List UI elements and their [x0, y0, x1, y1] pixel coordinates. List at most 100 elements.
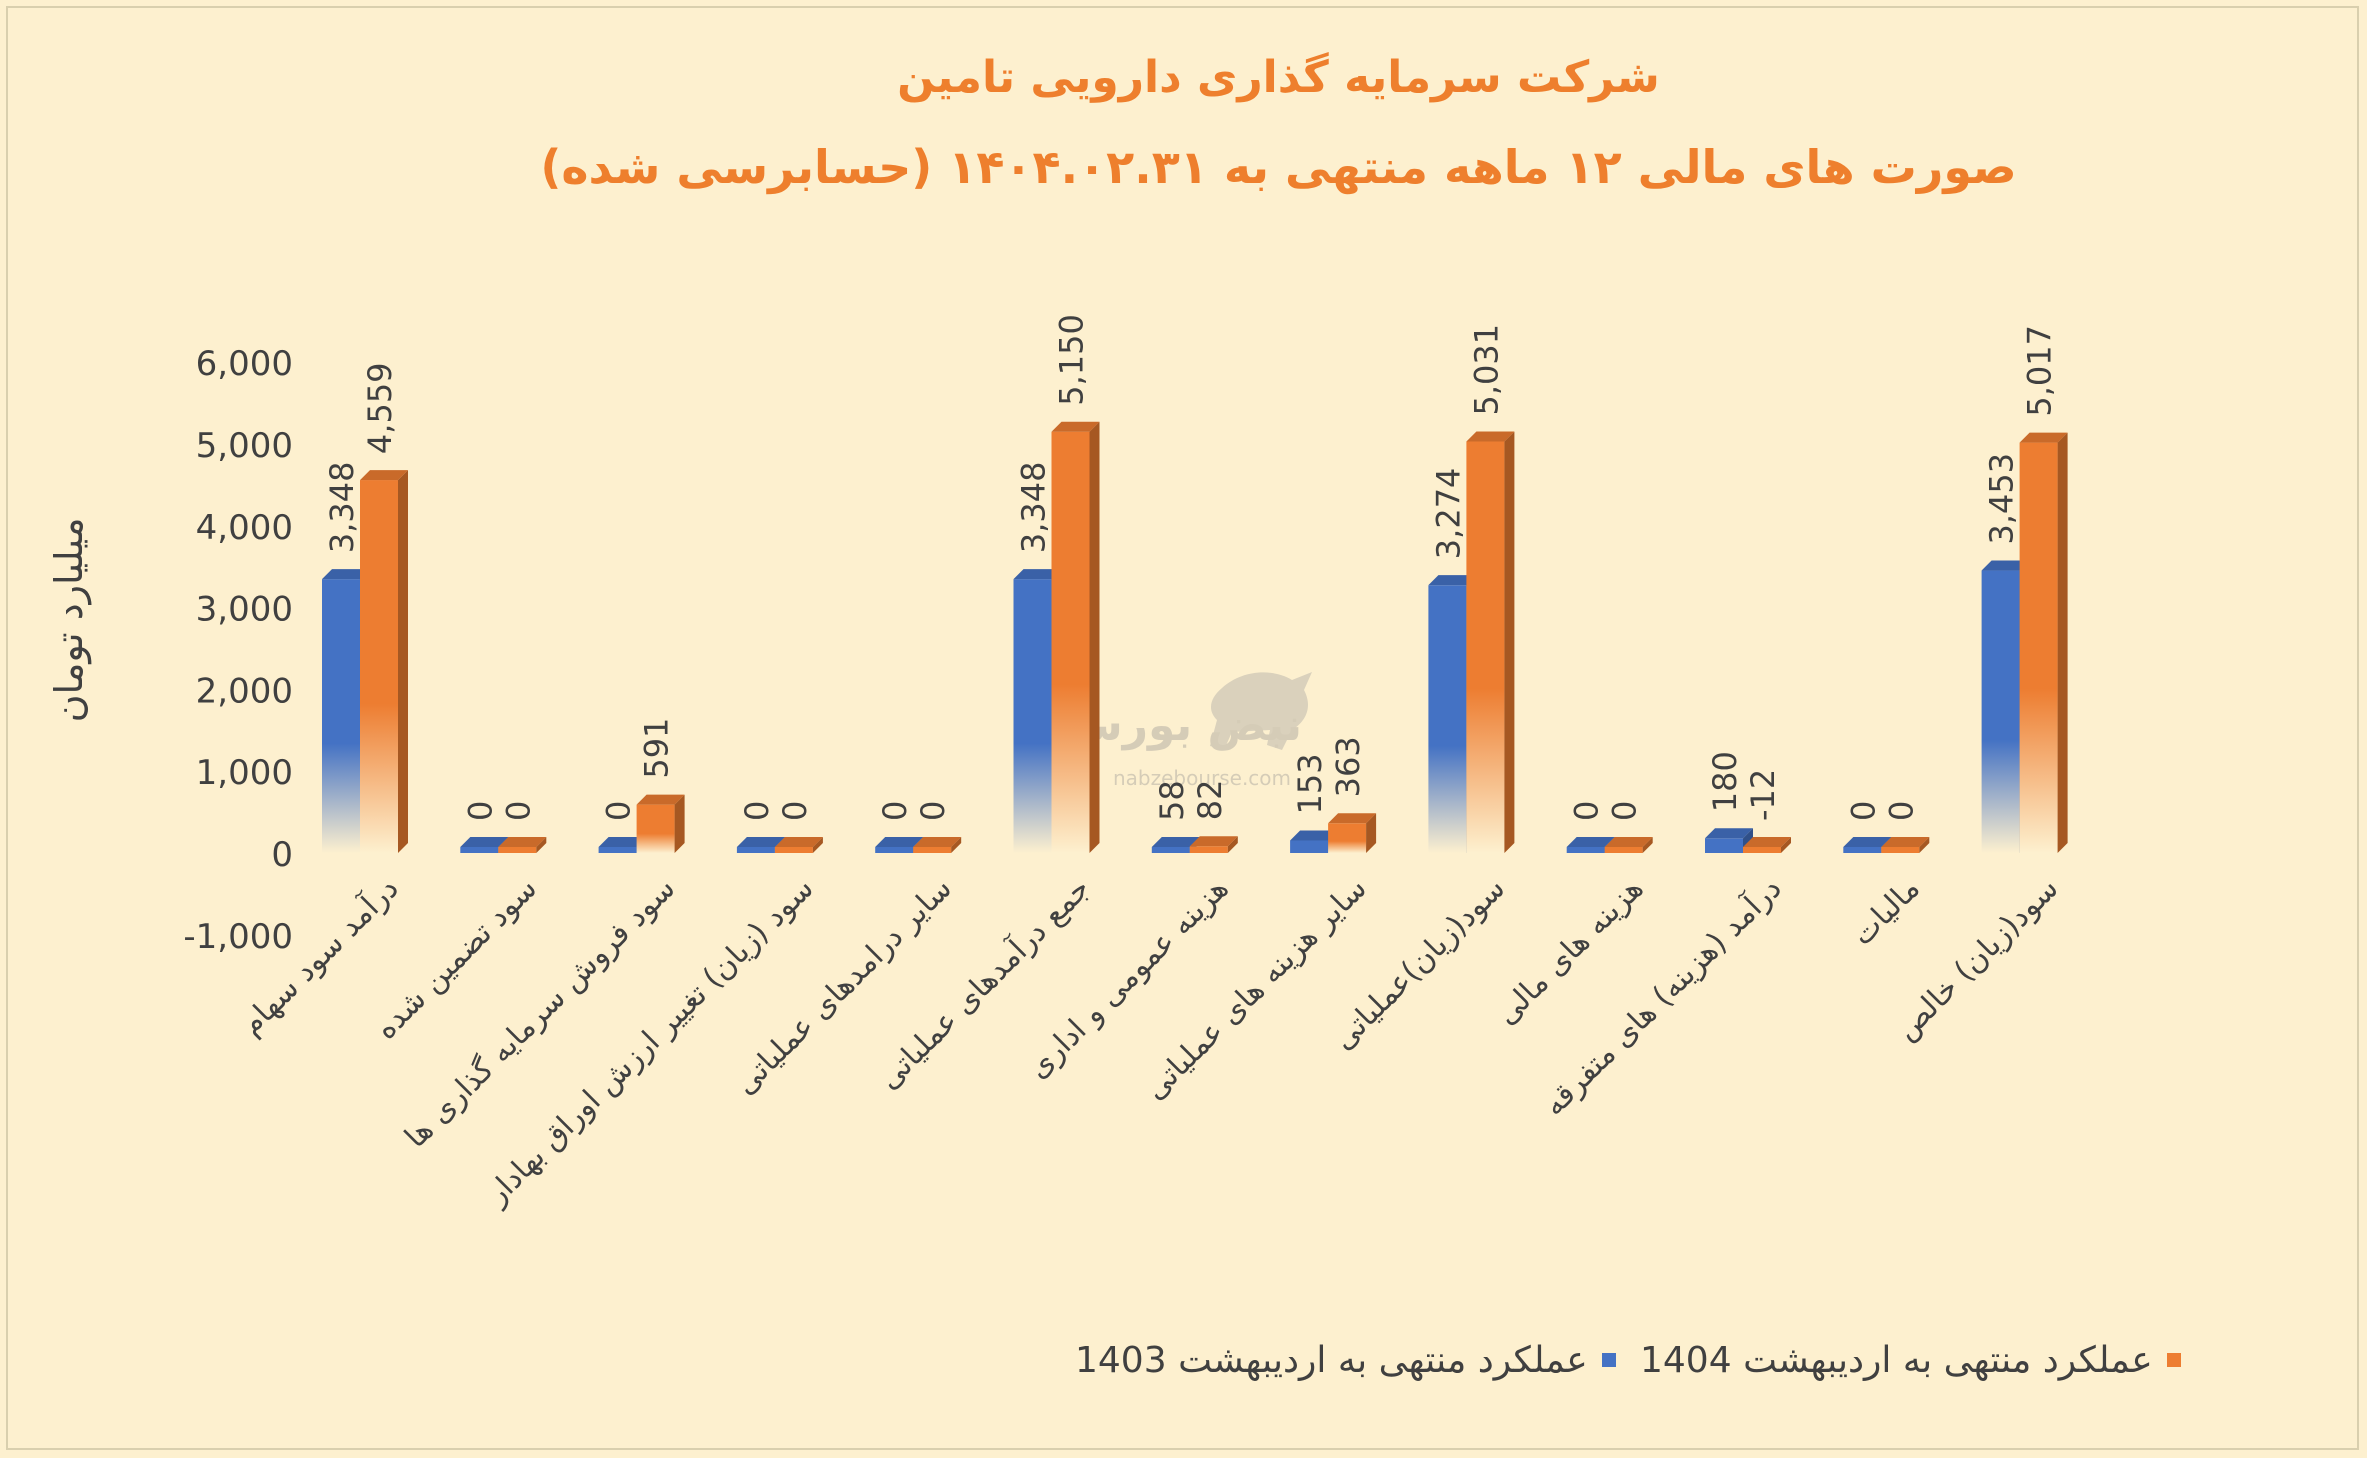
- data-label: 5,150: [1053, 314, 1091, 406]
- data-label: 0: [1606, 801, 1644, 821]
- bars: [322, 421, 2068, 853]
- bar-side: [951, 837, 962, 853]
- bar-top: [360, 470, 408, 481]
- bar-side: [2057, 432, 2068, 853]
- data-label: 591: [638, 718, 676, 779]
- data-label: 3,274: [1429, 468, 1467, 560]
- bar-side: [1642, 837, 1653, 853]
- bar-1404: [1189, 846, 1228, 853]
- bar-side: [674, 794, 685, 853]
- data-label: 58: [1153, 780, 1191, 821]
- data-label: 0: [1882, 801, 1920, 821]
- data-label: 0: [914, 801, 952, 821]
- data-label: 82: [1191, 780, 1229, 821]
- legend-label-1403: عملکرد منتهی به اردیبهشت 1403: [1075, 1339, 1588, 1381]
- bar-top: [774, 837, 823, 847]
- data-label: 0: [499, 801, 537, 821]
- bar-top: [1189, 836, 1238, 847]
- bar-side: [1781, 837, 1791, 853]
- bull-icon: [1210, 672, 1312, 750]
- bar-top: [1051, 421, 1100, 432]
- bar-1403: [1151, 847, 1190, 853]
- bar-top: [1328, 813, 1377, 824]
- data-label: 0: [1844, 801, 1882, 821]
- legend-swatch-blue: [1601, 1353, 1616, 1367]
- bar-side: [1089, 421, 1100, 853]
- data-label: 3,453: [1983, 453, 2021, 545]
- bar-side: [1366, 813, 1377, 853]
- data-label: 153: [1291, 753, 1329, 814]
- y-axis: -1,000 0 1,000 2,000 3,000 4,000 5,000 6,000: [183, 344, 293, 957]
- x-tick-label: سایر هزینه های عملیاتی: [1138, 871, 1374, 1107]
- data-label: 5,017: [2021, 325, 2059, 417]
- data-label: 180: [1706, 751, 1744, 812]
- bar-top: [322, 569, 370, 580]
- watermark-logo: نبض بورس nabzebourse.com: [1062, 672, 1312, 790]
- bar-1403: [1705, 838, 1743, 853]
- bar-top: [1843, 837, 1892, 847]
- bar-top: [1466, 431, 1515, 442]
- bar-side: [1919, 837, 1930, 853]
- bar-top: [1013, 569, 1062, 580]
- x-tick-label: مالیات: [1845, 871, 1927, 953]
- bar-1404: [1743, 847, 1781, 853]
- bar-1403: [1290, 840, 1329, 853]
- bar-1404: [360, 480, 398, 853]
- y-tick-label: 2,000: [196, 671, 293, 711]
- bar-top: [1566, 837, 1615, 847]
- bar-1403: [1981, 570, 2020, 853]
- bar-1404: [1881, 847, 1920, 853]
- y-axis-label: میلیارد تومان: [47, 518, 92, 723]
- legend-swatch-orange: [2166, 1353, 2181, 1367]
- bar-1404: [1051, 431, 1090, 853]
- bar-side: [812, 837, 823, 853]
- bar-1403: [1428, 585, 1467, 853]
- bar-top: [736, 837, 785, 847]
- bar-side: [1504, 431, 1515, 853]
- legend-item-1404: عملکرد منتهی به اردیبهشت 1404: [1640, 1335, 2181, 1385]
- bar-1403: [736, 847, 775, 853]
- data-label: 0: [600, 801, 638, 821]
- watermark-url: nabzebourse.com: [1113, 766, 1291, 790]
- bar-top: [598, 837, 647, 847]
- bar-1404: [498, 847, 537, 853]
- bar-1404: [2019, 442, 2058, 853]
- y-tick-label: 5,000: [196, 426, 293, 466]
- bar-1404: [1466, 441, 1505, 853]
- bar-side: [536, 837, 547, 853]
- data-label: 5,031: [1467, 324, 1505, 416]
- bar-1404: [774, 847, 813, 853]
- bar-top: [1290, 830, 1339, 841]
- data-label: 0: [738, 801, 776, 821]
- bar-1404: [913, 847, 952, 853]
- bar-1404: [1604, 847, 1643, 853]
- bar-top: [1604, 837, 1653, 847]
- bar-1403: [460, 847, 499, 853]
- x-tick-label: درآمد (هزینه) های متفرقه: [1536, 870, 1789, 1123]
- bar-1403: [875, 847, 914, 853]
- bar-1403: [598, 847, 637, 853]
- data-label: 0: [461, 801, 499, 821]
- y-tick-label: 6,000: [196, 344, 293, 384]
- data-label: 0: [876, 801, 914, 821]
- bar-top: [1743, 837, 1791, 847]
- bar-top: [1705, 828, 1753, 839]
- bar-1403: [322, 579, 360, 853]
- bar-side: [398, 470, 408, 853]
- data-label: 363: [1329, 736, 1367, 797]
- bar-top: [636, 794, 685, 805]
- bar-top: [1981, 560, 2030, 571]
- data-label: 3,348: [1015, 462, 1053, 554]
- bar-top: [2019, 432, 2068, 443]
- bar-1404: [1328, 823, 1367, 853]
- bar-1404: [636, 804, 675, 853]
- legend-label-1404: عملکرد منتهی به اردیبهشت 1404: [1640, 1339, 2153, 1381]
- bar-top: [1151, 837, 1200, 847]
- bar-top: [498, 837, 547, 847]
- legend-item-1403: عملکرد منتهی به اردیبهشت 1403: [1075, 1335, 1616, 1385]
- bar-1403: [1566, 847, 1605, 853]
- bar-top: [913, 837, 962, 847]
